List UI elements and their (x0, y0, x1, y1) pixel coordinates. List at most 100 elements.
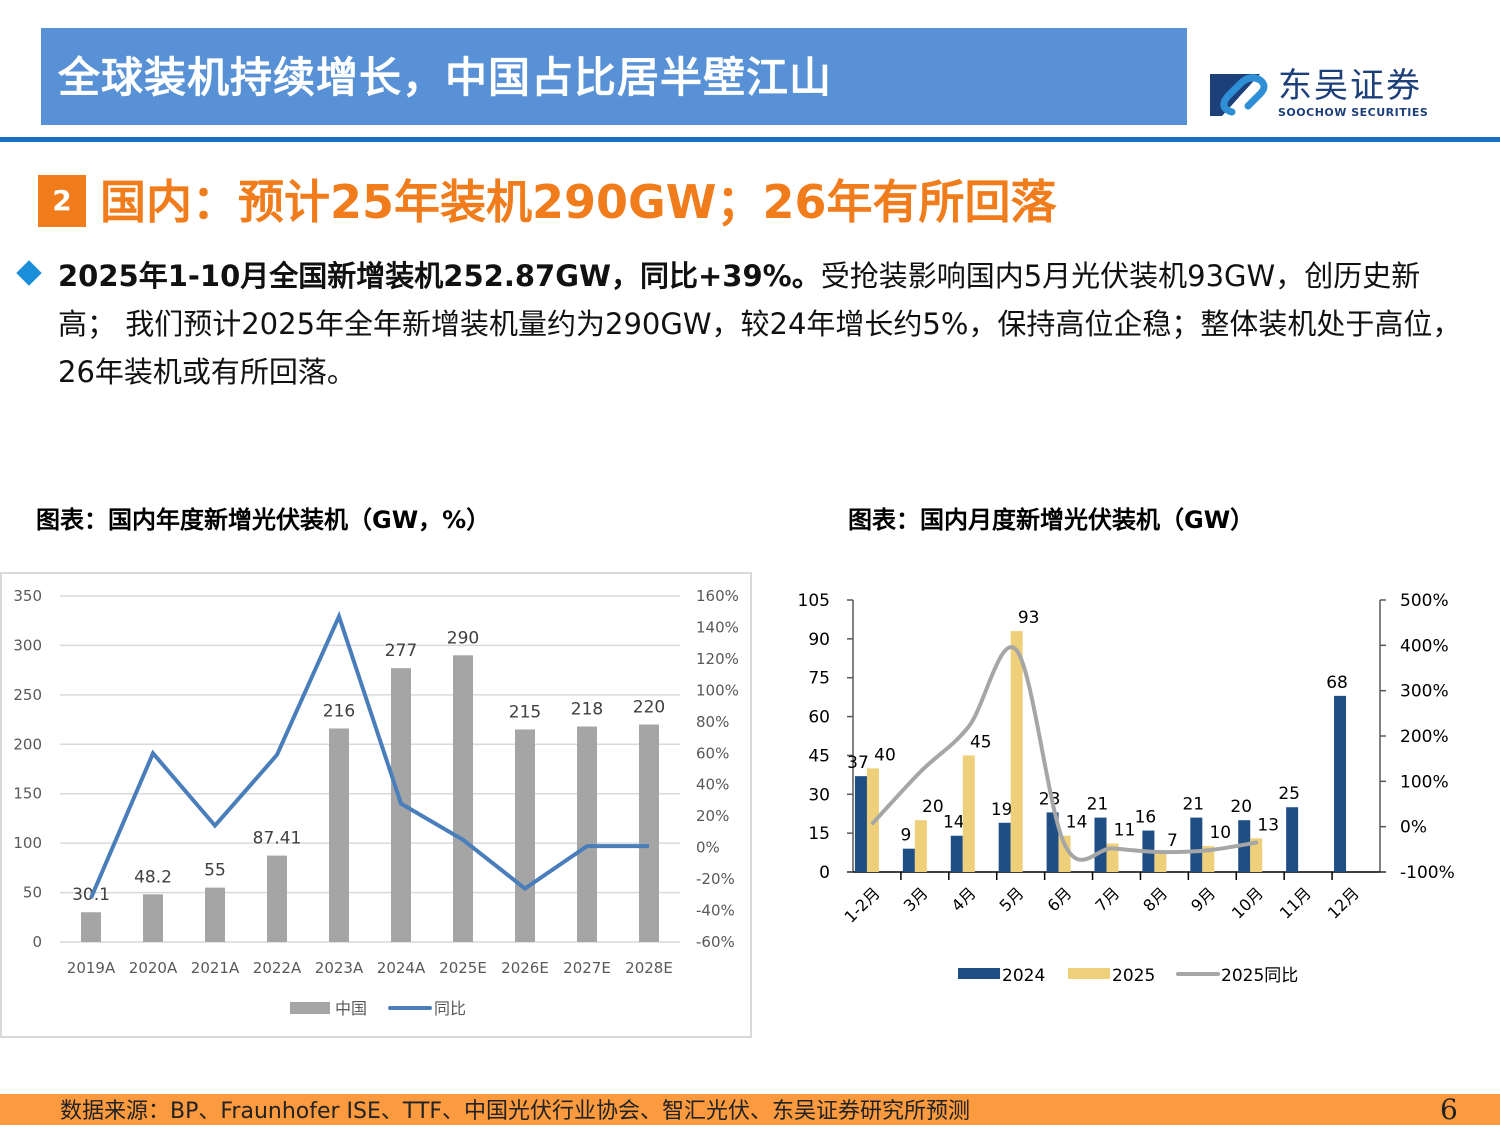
right-axis-tick: 80% (696, 713, 729, 731)
bar-2025 (1250, 838, 1263, 872)
right-axis-tick: -60% (696, 933, 735, 951)
right-axis-tick: 100% (1400, 772, 1449, 792)
section-number-badge: 2 (38, 175, 86, 227)
bar-china (639, 724, 659, 942)
annual-chart-title: 图表：国内年度新增光伏装机（GW，%） (36, 506, 491, 534)
bar-2024-label: 37 (847, 753, 869, 773)
bullet-paragraph: 2025年1-10月全国新增装机252.87GW，同比+39%。受抢装影响国内5… (58, 252, 1478, 396)
x-axis-tick: 4月 (948, 883, 980, 915)
bar-2024-label: 19 (991, 800, 1013, 820)
legend-label-2025: 2025 (1112, 966, 1155, 986)
bar-china (205, 887, 225, 942)
x-axis-tick: 2019A (67, 959, 116, 977)
right-axis-tick: 160% (696, 587, 739, 605)
x-axis-tick: 6月 (1043, 883, 1075, 915)
left-axis-tick: 60 (808, 708, 830, 728)
left-axis-tick: 200 (13, 735, 42, 753)
right-axis-tick: 100% (696, 681, 739, 699)
bar-china (143, 894, 163, 942)
bar-2025 (914, 820, 927, 872)
bar-2025-label: 93 (1018, 608, 1040, 628)
legend-label-yoy: 2025同比 (1221, 966, 1298, 986)
left-axis-tick: 0 (819, 863, 830, 883)
bar-2024 (950, 835, 963, 872)
bar-value-label: 220 (633, 698, 665, 718)
right-axis-tick: -100% (1400, 863, 1455, 883)
bar-value-label: 87.41 (253, 829, 302, 849)
left-axis-tick: 250 (13, 686, 42, 704)
section-title: 国内：预计25年装机290GW；26年有所回落 (100, 175, 1057, 229)
bar-2024 (854, 776, 867, 872)
yoy-2025-line (870, 645, 1259, 862)
right-axis-tick: 140% (696, 618, 739, 636)
bar-value-label: 55 (204, 861, 226, 881)
bar-value-label: 215 (509, 702, 541, 722)
bar-2024-label: 21 (1182, 795, 1204, 815)
legend-swatch-2024 (958, 968, 1000, 979)
bullet-bold-lead: 2025年1-10月全国新增装机252.87GW，同比+39%。 (58, 259, 821, 293)
left-axis-tick: 350 (13, 587, 42, 605)
legend-label-yoy: 同比 (434, 999, 466, 1018)
bar-2024-label: 21 (1087, 795, 1109, 815)
left-axis-tick: 15 (808, 824, 830, 844)
bar-value-label: 277 (385, 641, 417, 661)
left-axis-tick: 50 (23, 884, 42, 902)
bar-value-label: 218 (571, 699, 603, 719)
left-axis-tick: 0 (32, 933, 42, 951)
left-axis-tick: 30 (808, 785, 830, 805)
right-axis-tick: 60% (696, 744, 729, 762)
soochow-logo-icon (1210, 74, 1268, 116)
header-divider (0, 137, 1500, 142)
x-axis-tick: 9月 (1187, 883, 1219, 915)
bar-2025-label: 14 (1066, 813, 1088, 833)
bar-2024 (1094, 817, 1107, 872)
x-axis-tick: 10月 (1228, 883, 1267, 922)
page-title: 全球装机持续增长，中国占比居半壁江山 (58, 53, 833, 102)
x-axis-tick: 2025E (439, 959, 487, 977)
page-number: 6 (1440, 1093, 1458, 1126)
bar-2024 (902, 848, 915, 872)
legend-label-2024: 2024 (1002, 966, 1045, 986)
bar-2025-label: 11 (1114, 821, 1136, 841)
monthly-install-chart: 0 15 30 45 60 75 90 105 -100% 0% 100% 200% 300% 400% 5… (798, 591, 1455, 986)
x-axis-tick: 2028E (625, 959, 673, 977)
bar-2025 (1010, 631, 1023, 872)
yoy-line (89, 610, 649, 899)
bar-2024 (998, 822, 1011, 872)
logo-english-name: SOOCHOW SECURITIES (1278, 106, 1429, 119)
left-axis-tick: 105 (798, 591, 830, 611)
left-axis-tick: 75 (808, 669, 830, 689)
bar-2024-label: 20 (1230, 797, 1252, 817)
bar-china (81, 912, 101, 942)
bar-value-label: 290 (447, 628, 479, 648)
bar-value-label: 216 (323, 701, 355, 721)
bar-china (329, 728, 349, 942)
bar-2024-label: 16 (1135, 808, 1157, 828)
left-axis-tick: 300 (13, 636, 42, 654)
x-axis-tick: 2024A (377, 959, 426, 977)
x-axis-tick: 12月 (1324, 883, 1363, 922)
x-axis-tick: 11月 (1276, 883, 1315, 922)
bar-2025 (1202, 846, 1215, 872)
left-axis-tick: 45 (808, 746, 830, 766)
x-axis-tick: 2022A (253, 959, 302, 977)
right-axis-tick: 120% (696, 650, 739, 668)
bar-china (515, 729, 535, 942)
footer-bar (0, 1094, 1500, 1125)
bar-2025-label: 7 (1167, 831, 1178, 851)
x-axis-tick: 2026E (501, 959, 549, 977)
header-banner (41, 28, 1187, 125)
bar-2025-label: 10 (1209, 823, 1231, 843)
annual-chart-frame: 0 50 100 150 200 250 300 350 -60% -40% -20% 0% 20% 40… (0, 572, 752, 1038)
x-axis-tick: 2027E (563, 959, 611, 977)
x-axis-tick: 7月 (1091, 883, 1123, 915)
x-axis-tick: 2021A (191, 959, 240, 977)
right-axis-tick: 0% (696, 839, 720, 857)
right-axis-tick: -40% (696, 902, 735, 920)
bar-2025-label: 40 (874, 745, 896, 765)
left-axis-tick: 100 (13, 834, 42, 852)
bar-china (453, 655, 473, 942)
bar-2024-label: 9 (900, 826, 911, 846)
legend-label-china: 中国 (335, 999, 367, 1018)
x-axis-tick: 3月 (900, 883, 932, 915)
